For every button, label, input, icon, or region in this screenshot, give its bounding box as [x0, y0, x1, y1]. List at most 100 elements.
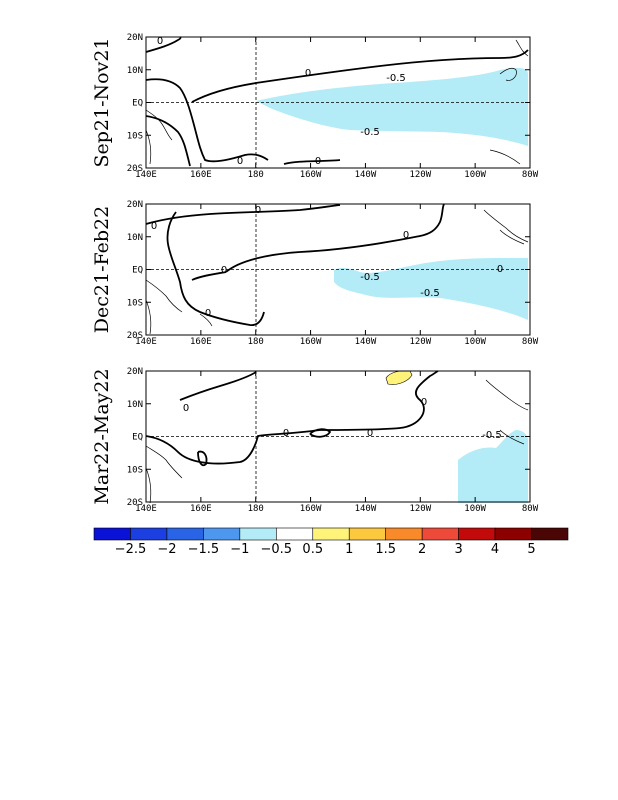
lat-tick-label: 10N: [127, 233, 143, 243]
colorbar-label: 0.5: [302, 542, 323, 557]
coastline: [499, 68, 517, 81]
zero-contour: [191, 49, 529, 103]
lat-tick-label: EQ: [132, 99, 143, 109]
zero-contour: [145, 78, 269, 163]
coastline: [499, 229, 525, 245]
contour-label: 0: [205, 308, 211, 319]
colorbar-swatch: [385, 527, 423, 541]
lon-tick-label: 160W: [300, 170, 322, 180]
contour-label: -0.5: [420, 288, 440, 299]
lon-tick-label: 160W: [300, 337, 322, 347]
lon-tick-label: 160W: [300, 504, 322, 514]
contour-label: -0.5: [386, 73, 406, 84]
coastline: [199, 313, 213, 327]
colorbar-swatch: [531, 527, 569, 541]
zero-contour: [145, 115, 191, 167]
lon-tick-label: 160E: [190, 337, 212, 347]
contour-label: -0.5: [482, 430, 502, 441]
colorbar-swatch: [348, 527, 386, 541]
colorbar-swatch: [203, 527, 241, 541]
contour-label: -0.5: [360, 272, 380, 283]
coastline: [145, 445, 183, 479]
colorbar-label: 5: [527, 542, 535, 557]
colorbar-swatch: [166, 527, 204, 541]
lon-tick-label: 140E: [135, 504, 157, 514]
contour-label: -0.5: [360, 127, 380, 138]
lon-tick-label: 180: [248, 504, 264, 514]
coastline: [483, 209, 529, 243]
lon-tick-label: 160E: [190, 170, 212, 180]
lon-tick-label: 80W: [522, 170, 539, 180]
panel-period-label: Sep21-Nov21: [91, 38, 113, 168]
colorbar-label: 1.5: [375, 542, 396, 557]
colorbar-swatch: [494, 527, 532, 541]
contour-label: 0: [255, 205, 261, 216]
lon-tick-label: 100W: [464, 504, 486, 514]
colorbar-label: −2.5: [115, 542, 147, 557]
lat-tick-label: EQ: [132, 266, 143, 276]
lat-tick-label: 10N: [127, 400, 143, 410]
lon-tick-label: 180: [248, 337, 264, 347]
contour-label: 0: [157, 36, 163, 47]
negative-anomaly-region: [256, 67, 528, 146]
zero-contour: [283, 159, 341, 165]
lat-tick-label: 10N: [127, 66, 143, 76]
lat-tick-label: EQ: [132, 433, 143, 443]
lon-tick-label: 120W: [409, 504, 431, 514]
lon-tick-label: 140W: [355, 170, 377, 180]
contour-label: 0: [315, 156, 321, 167]
lat-tick-label: 20N: [127, 33, 143, 43]
colorbar-swatch: [239, 527, 277, 541]
colorbar-label: 1: [345, 542, 353, 557]
colorbar-swatch: [312, 527, 350, 541]
colorbar: −2.5 −2 −1.5 −1 −0.5 0.5 1 1.5 2 3 4 5: [93, 527, 569, 557]
colorbar-swatch: [458, 527, 496, 541]
lon-tick-label: 140W: [355, 337, 377, 347]
lon-tick-label: 180: [248, 170, 264, 180]
coastline: [515, 39, 529, 57]
lat-tick-label: 20S: [127, 164, 143, 174]
lon-tick-label: 80W: [522, 337, 539, 347]
lon-tick-label: 140W: [355, 504, 377, 514]
positive-anomaly-region: [385, 370, 413, 385]
colorbar-swatch: [130, 527, 168, 541]
contour-label: 0: [221, 265, 227, 276]
lon-tick-label: 100W: [464, 170, 486, 180]
lat-tick-label: 10S: [127, 131, 143, 141]
panel-period-label: Mar22-May22: [91, 368, 113, 504]
contour-label: 0: [403, 230, 409, 241]
coastline: [489, 149, 521, 165]
colorbar-label: −1.5: [188, 542, 220, 557]
lat-tick-label: 10S: [127, 298, 143, 308]
contour-label: 0: [151, 221, 157, 232]
colorbar-label: 3: [454, 542, 462, 557]
lat-tick-label: 20S: [127, 331, 143, 341]
lon-tick-label: 160E: [190, 504, 212, 514]
colorbar-label: −2: [157, 542, 176, 557]
zero-contour: [225, 203, 445, 273]
contour-label: 0: [421, 397, 427, 408]
lat-tick-label: 20S: [127, 498, 143, 508]
coastline: [145, 109, 173, 141]
contour-label: 0: [305, 68, 311, 79]
lat-tick-label: 20N: [127, 367, 143, 377]
coastline: [499, 429, 525, 445]
zero-contour: [166, 211, 265, 326]
lon-tick-label: 100W: [464, 337, 486, 347]
lon-tick-label: 80W: [522, 504, 539, 514]
colorbar-label: 4: [491, 542, 499, 557]
coastline: [485, 379, 529, 411]
contour-label: 0: [283, 428, 289, 439]
coastline: [145, 279, 183, 313]
negative-anomaly-region: [334, 258, 528, 320]
colorbar-swatch: [93, 527, 131, 541]
colorbar-label: −1: [230, 542, 249, 557]
contour-label: 0: [497, 264, 503, 275]
panel-period-label: Dec21-Feb22: [91, 206, 113, 333]
lat-tick-label: 10S: [127, 465, 143, 475]
lon-tick-label: 140E: [135, 337, 157, 347]
contour-label: 0: [367, 428, 373, 439]
